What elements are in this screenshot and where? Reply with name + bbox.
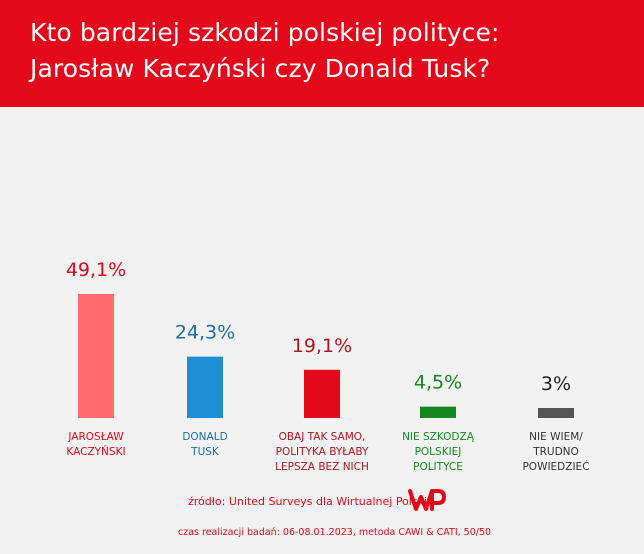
footnote-text: czas realizacji badań: 06-08.01.2023, me… [178, 527, 492, 538]
bar-1 [78, 294, 114, 418]
category-label-line: NIE WIEM/ [529, 431, 583, 443]
bar-5 [538, 408, 574, 418]
category-label-line: LEPSZA BEZ NICH [275, 461, 369, 473]
category-label-line: DONALD [182, 431, 227, 443]
category-label-line: POLITYCE [413, 461, 463, 473]
category-label-line: JAROSŁAW [67, 431, 124, 443]
header-banner: Kto bardziej szkodzi polskiej polityce: … [0, 0, 644, 107]
category-label-line: TRUDNO [532, 446, 579, 458]
value-label-4: 4,5% [414, 372, 462, 394]
category-label-line: NIE SZKODZĄ [402, 431, 475, 443]
source-text: źródło: United Surveys dla Wirtualnej Po… [188, 495, 428, 508]
category-label-line: OBAJ TAK SAMO, [279, 431, 366, 443]
category-label-3: OBAJ TAK SAMO, POLITYKA BYŁABY LEPSZA BEZ … [275, 431, 369, 473]
value-label-5: 3% [541, 373, 571, 395]
category-label-2: DONALD TUSK [182, 431, 227, 458]
page-title-line-2: Jarosław Kaczyński czy Donald Tusk? [30, 54, 491, 83]
bar-chart: 49,1% JAROSŁAW KACZYŃSKI 24,3% DONALD TUSK 19,… [66, 259, 590, 473]
value-label-3: 19,1% [292, 335, 352, 357]
category-label-1: JAROSŁAW KACZYŃSKI [66, 431, 125, 458]
category-label-line: TUSK [190, 446, 220, 458]
category-label-line: POLITYKA BYŁABY [276, 446, 369, 458]
category-label-line: POLSKIEJ [415, 446, 462, 458]
category-label-line: POWIEDZIEĆ [522, 460, 589, 473]
value-label-1: 49,1% [66, 259, 126, 281]
value-label-2: 24,3% [175, 322, 235, 344]
wp-logo-icon [408, 489, 446, 511]
bar-2 [187, 356, 223, 418]
category-label-line: KACZYŃSKI [66, 445, 125, 458]
category-label-5: NIE WIEM/TRUDNO POWIEDZIEĆ [522, 431, 589, 473]
bar-4 [420, 406, 456, 418]
page-title-line-1: Kto bardziej szkodzi polskiej polityce: [30, 18, 500, 47]
category-label-4: NIE SZKODZĄ POLSKIEJ POLITYCE [402, 431, 475, 473]
bar-3 [304, 369, 340, 418]
